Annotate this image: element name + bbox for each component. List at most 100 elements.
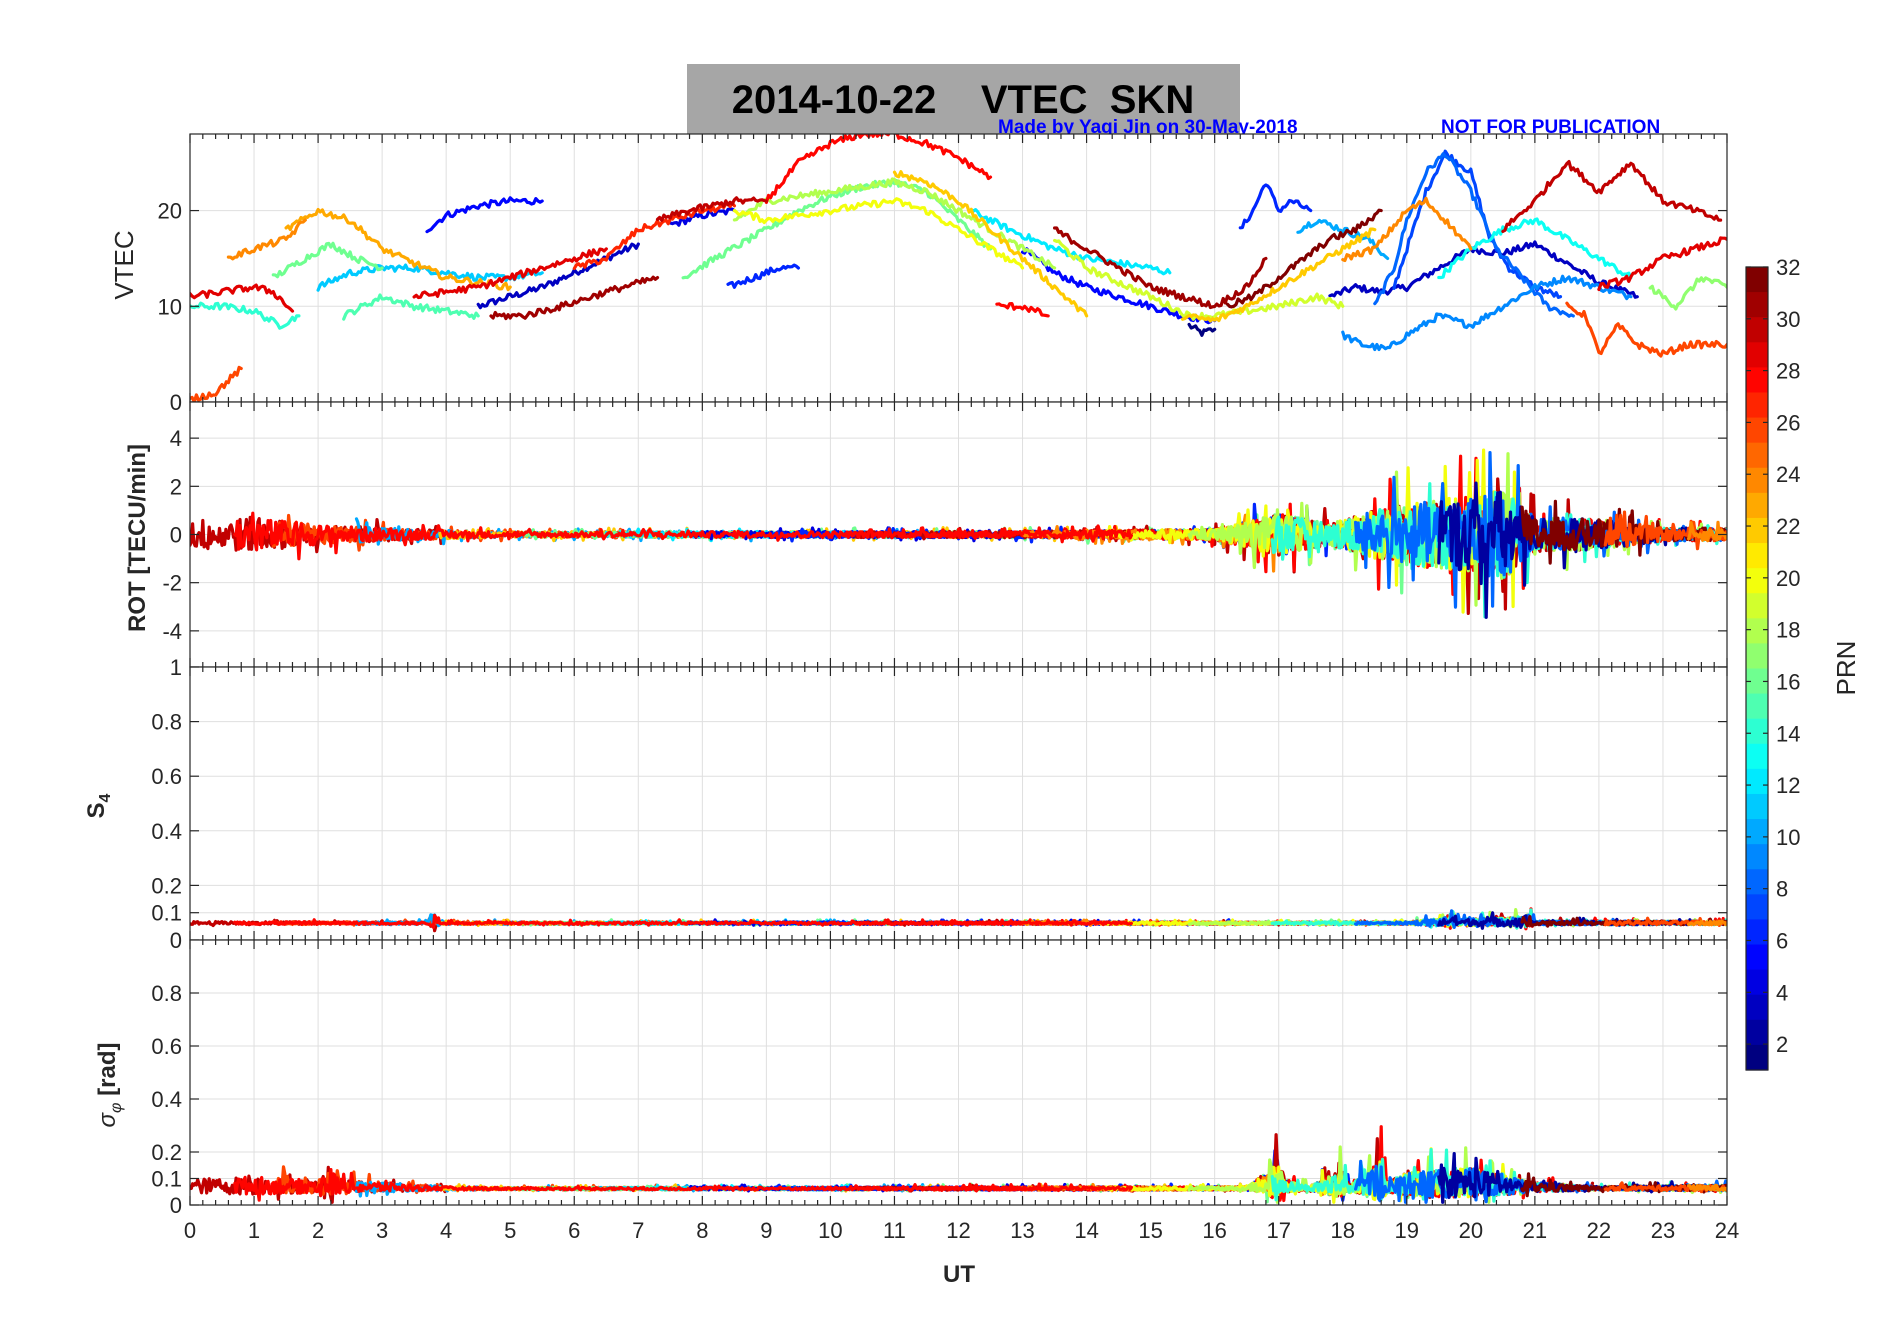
prn-trace [1225,208,1383,309]
prn-trace [190,365,243,402]
colorbar-segment [1746,317,1768,343]
credit-left: Made by Yaqi Jin on 30-May-2018 [998,117,1298,138]
y-tick-label: 0.6 [151,1034,182,1059]
traces [190,1125,1727,1204]
x-tick-label: 11 [883,1218,906,1243]
colorbar-segment [1746,467,1768,494]
colorbar-tick-label: 28 [1776,359,1800,384]
prn-trace [1187,322,1217,337]
x-tick-label: 17 [1266,1218,1290,1243]
title-background [687,64,1240,134]
y-tick-label: 0.1 [151,1167,182,1192]
colorbar-segment [1746,392,1768,419]
colorbar-tick-label: 32 [1776,255,1800,280]
y-tick-label: 0 [170,1193,182,1218]
x-tick-label: 19 [1395,1218,1419,1243]
y-tick-label: -2 [162,571,182,596]
rot-panel: -4 -2 0 2 4 [162,401,1728,668]
figure-title: 2014-10-22 VTEC SKN [732,78,1194,122]
colorbar-tick-label: 16 [1776,669,1800,694]
x-tick-label: 16 [1202,1218,1226,1243]
prn-trace [342,293,480,321]
colorbar-segment [1746,944,1768,971]
y-tick-label: 0.6 [151,764,182,789]
x-tick-label: 5 [504,1218,516,1243]
prn-trace [764,134,993,204]
prn-trace [233,1167,1134,1202]
colorbar-tick-label: 18 [1776,618,1800,643]
colorbar-segment [1746,894,1768,921]
colorbar-segment [1746,568,1768,594]
colorbar-segment [1746,267,1768,293]
prn-trace [233,913,1134,929]
colorbar-segment [1746,593,1768,619]
colorbar-frame [1745,266,1769,1071]
prn-trace [1648,276,1727,311]
prn-trace [1296,218,1390,260]
colorbar-segment [1746,417,1768,444]
x-tick-label: 7 [632,1218,644,1243]
traces [190,448,1727,619]
y-tick-label: 0 [170,390,182,415]
prn-trace [1180,227,1377,323]
prn-trace [892,170,1089,318]
sigma-phi-ylabel: σφ [rad] [94,1043,125,1128]
colorbar-tick-label: 26 [1776,410,1800,435]
prn-trace [425,196,544,234]
prn-trace [489,275,660,321]
colorbar-segment [1746,442,1768,469]
x-tick-label: 4 [440,1218,452,1243]
colorbar-tick-label: 12 [1776,773,1800,798]
x-tick-label: 10 [818,1218,842,1243]
s4-panel: 00.1 0.2 0.4 0.6 0.8 1 [151,655,1728,953]
colorbar-segment [1746,718,1768,745]
prn-trace [1501,160,1723,233]
colorbar-segment [1746,994,1768,1021]
y-tick-label: 0 [170,523,182,548]
x-tick-label: 21 [1523,1218,1547,1243]
y-tick-label: 4 [170,426,182,451]
colorbar-segment [1746,517,1768,544]
x-axis-label: UT [943,1261,975,1288]
x-tick-label: 8 [696,1218,708,1243]
x-tick-label: 3 [376,1218,388,1243]
colorbar-segment [1746,342,1768,368]
x-tick-label: 6 [568,1218,580,1243]
x-tick-label: 20 [1459,1218,1483,1243]
traces [190,907,1727,933]
prn-trace [1597,236,1727,292]
x-tick-label: 9 [760,1218,772,1243]
y-tick-label: 0.4 [151,1087,182,1112]
prn-trace [226,218,307,261]
traces [190,134,1727,402]
colorbar-tick-label: 22 [1776,514,1800,539]
prn-trace [1686,919,1727,927]
y-tick-label: 0.1 [151,901,182,926]
vtec-ylabel: VTEC [109,230,139,299]
rot-ylabel: ROT [TECU/min] [124,444,151,632]
y-tick-label: 0.8 [151,981,182,1006]
y-tick-label: 0.4 [151,819,182,844]
x-tick-label: 13 [1010,1218,1034,1243]
colorbar-segment [1746,543,1768,569]
x-tick-label: 0 [184,1218,196,1243]
prn-trace [190,283,295,313]
credit-right: NOT FOR PUBLICATION [1441,117,1660,138]
colorbar-segment [1746,768,1768,795]
prn-trace [1052,226,1268,310]
x-tick-label: 18 [1331,1218,1355,1243]
colorbar-segment [1746,793,1768,820]
y-tick-label: 0.8 [151,710,182,735]
colorbar-segment [1746,919,1768,946]
colorbar-tick-label: 8 [1776,877,1788,902]
colorbar-tick-label: 10 [1776,825,1800,850]
x-tick-label: 1 [248,1218,260,1243]
colorbar-segment [1746,668,1768,695]
prn-trace [476,242,640,310]
colorbar-tick-label: 30 [1776,307,1800,332]
prn-trace [412,247,608,300]
colorbar-segment [1746,869,1768,895]
colorbar-segment [1746,819,1768,845]
